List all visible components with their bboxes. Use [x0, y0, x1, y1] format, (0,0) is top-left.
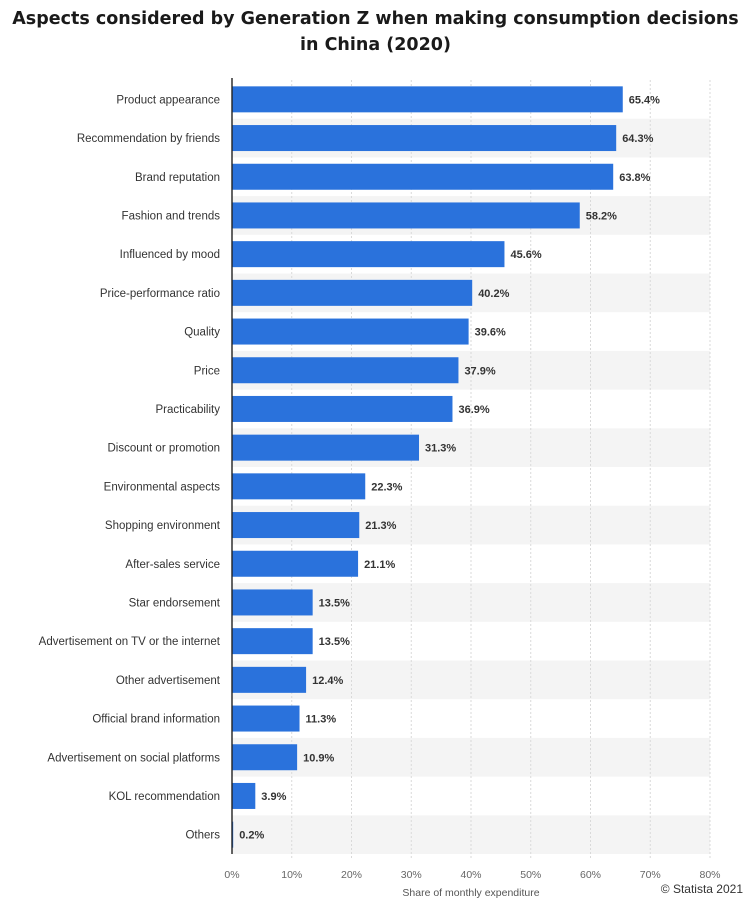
data-label: 13.5%: [319, 597, 350, 609]
statista-credit: © Statista 2021: [660, 882, 743, 896]
bar: [232, 705, 300, 732]
x-tick-label: 30%: [401, 869, 422, 881]
bar: [232, 473, 366, 500]
bar: [232, 782, 256, 809]
chart-title-line-1: Aspects considered by Generation Z when …: [12, 9, 739, 29]
bar: [232, 279, 473, 306]
bar: [232, 163, 614, 190]
data-label: 65.4%: [629, 94, 660, 106]
category-label: Other advertisement: [116, 675, 221, 687]
x-tick-label: 60%: [580, 869, 601, 881]
category-label: Price-performance ratio: [100, 288, 220, 300]
bar: [232, 357, 459, 384]
bar: [232, 744, 298, 771]
category-label: Star endorsement: [129, 597, 221, 609]
category-label: Advertisement on TV or the internet: [39, 636, 221, 648]
data-label: 11.3%: [306, 714, 337, 726]
data-label: 63.8%: [619, 172, 650, 184]
data-label: 0.2%: [239, 830, 264, 842]
category-label: Others: [185, 830, 220, 842]
category-label: Shopping environment: [105, 520, 221, 532]
data-label: 13.5%: [319, 636, 350, 648]
bar: [232, 589, 313, 616]
x-tick-label: 0%: [224, 869, 239, 881]
category-label: Fashion and trends: [122, 210, 221, 222]
data-label: 21.3%: [365, 520, 396, 532]
chart-title-line-2: in China (2020): [300, 35, 451, 55]
category-label: Practicability: [155, 404, 220, 416]
category-label: Discount or promotion: [108, 443, 221, 455]
data-label: 58.2%: [586, 210, 617, 222]
data-label: 64.3%: [622, 133, 653, 145]
x-tick-label: 10%: [281, 869, 302, 881]
data-label: 3.9%: [261, 791, 286, 803]
category-label: Influenced by mood: [120, 249, 220, 261]
bar: [232, 395, 453, 422]
data-label: 39.6%: [475, 327, 506, 339]
x-tick-label: 70%: [640, 869, 661, 881]
bar: [232, 318, 469, 345]
category-label: KOL recommendation: [109, 791, 220, 803]
data-label: 10.9%: [303, 752, 334, 764]
x-tick-label: 50%: [520, 869, 541, 881]
data-label: 40.2%: [478, 288, 509, 300]
category-label: Price: [194, 365, 220, 377]
category-label: Official brand information: [92, 714, 220, 726]
data-label: 45.6%: [510, 249, 541, 261]
category-label: Product appearance: [116, 94, 220, 106]
category-label: After-sales service: [125, 559, 220, 571]
x-tick-label: 40%: [460, 869, 481, 881]
x-tick-label: 20%: [341, 869, 362, 881]
category-label: Quality: [184, 327, 220, 339]
bar: [232, 628, 313, 655]
bar: [232, 86, 623, 113]
x-tick-label: 80%: [699, 869, 720, 881]
bar: [232, 666, 307, 693]
bar: [232, 434, 420, 461]
bar: [232, 202, 580, 229]
category-label: Recommendation by friends: [77, 133, 220, 145]
category-label: Environmental aspects: [104, 481, 221, 493]
x-axis-label: Share of monthly expenditure: [402, 887, 539, 899]
data-label: 37.9%: [464, 365, 495, 377]
data-label: 12.4%: [312, 675, 343, 687]
bar: [232, 512, 360, 539]
category-label: Advertisement on social platforms: [47, 752, 220, 764]
bar: [232, 125, 617, 152]
data-label: 31.3%: [425, 443, 456, 455]
bar: [232, 550, 359, 577]
chart-title: Aspects considered by Generation Z when …: [0, 6, 751, 58]
data-label: 36.9%: [458, 404, 489, 416]
data-label: 21.1%: [364, 559, 395, 571]
bar: [232, 241, 505, 268]
data-label: 22.3%: [371, 481, 402, 493]
category-label: Brand reputation: [135, 172, 220, 184]
